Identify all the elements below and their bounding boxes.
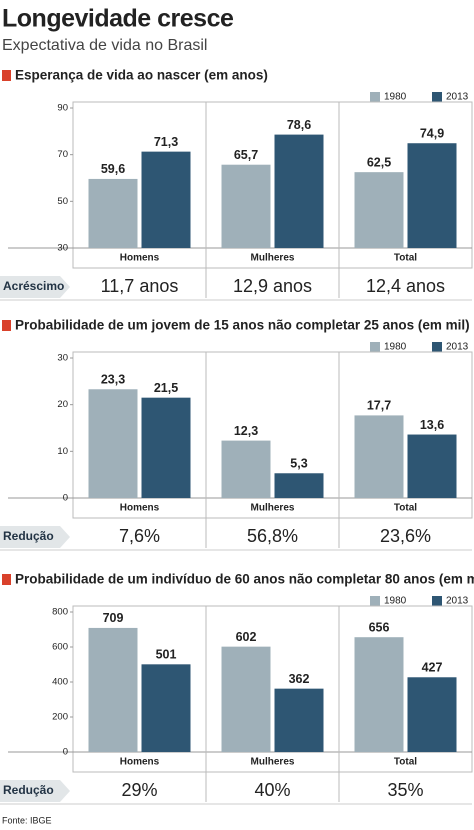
y-tick-label: 70: [57, 149, 68, 160]
y-tick-label: 50: [57, 196, 68, 207]
bar: [141, 151, 191, 248]
legend-label: 1980: [384, 342, 407, 353]
bar: [407, 143, 457, 248]
legend-label: 2013: [446, 342, 469, 353]
value-label: 65,7: [234, 148, 258, 162]
x-tick-label: Mulheres: [251, 757, 295, 768]
value-label: 427: [422, 661, 443, 675]
summary-value: 7,6%: [119, 526, 160, 546]
value-label: 602: [236, 630, 257, 644]
plot-frame: [72, 101, 473, 249]
bar: [274, 473, 324, 498]
legend-label: 2013: [446, 596, 469, 607]
bar: [141, 397, 191, 498]
summary-label: Redução: [3, 783, 54, 797]
y-tick-label: 20: [57, 399, 68, 410]
value-label: 12,3: [234, 424, 258, 438]
bar: [88, 389, 138, 498]
y-tick-label: 10: [57, 446, 68, 457]
value-label: 362: [289, 672, 310, 686]
x-tick-label: Total: [394, 757, 417, 768]
bar: [221, 646, 271, 752]
bar: [274, 134, 324, 248]
subtitle: Expectativa de vida no Brasil: [2, 37, 207, 54]
y-tick-label: 90: [57, 103, 68, 114]
plot-frame: [72, 351, 473, 499]
x-tick-label: Mulheres: [251, 503, 295, 514]
bar: [141, 664, 191, 752]
heading-marker: [2, 574, 11, 585]
value-label: 59,6: [101, 162, 125, 176]
x-tick-label: Homens: [120, 757, 160, 768]
bar: [221, 440, 271, 498]
chart-title: Probabilidade de um jovem de 15 anos não…: [15, 318, 470, 333]
legend-label: 2013: [446, 92, 469, 103]
y-tick-label: 0: [63, 747, 68, 758]
y-tick-label: 600: [52, 642, 68, 653]
bar: [407, 677, 457, 752]
y-tick-label: 30: [57, 353, 68, 364]
title: Longevidade cresce: [2, 5, 234, 33]
value-label: 17,7: [367, 399, 391, 413]
summary-value: 11,7 anos: [101, 276, 179, 296]
summary-tag: [0, 526, 70, 548]
bar: [407, 434, 457, 498]
y-tick-label: 30: [57, 243, 68, 254]
bar: [221, 164, 271, 248]
legend-label: 1980: [384, 92, 407, 103]
value-label: 5,3: [290, 457, 307, 471]
summary-value: 56,8%: [247, 526, 298, 546]
legend-swatch: [432, 342, 442, 352]
summary-tag: [0, 276, 70, 298]
plot-frame: [72, 605, 473, 753]
value-label: 13,6: [420, 418, 444, 432]
legend-label: 1980: [384, 596, 407, 607]
value-label: 501: [156, 648, 177, 662]
legend-swatch: [370, 342, 380, 352]
summary-label: Redução: [3, 529, 54, 543]
chart-title: Esperança de vida ao nascer (em anos): [15, 68, 268, 83]
summary-value: 29%: [121, 780, 157, 800]
source: Fonte: IBGE: [2, 815, 52, 825]
y-tick-label: 0: [63, 493, 68, 504]
x-tick-label: Total: [394, 503, 417, 514]
value-label: 74,9: [420, 127, 444, 141]
summary-value: 23,6%: [380, 526, 431, 546]
summary-label: Acréscimo: [3, 279, 64, 293]
summary-value: 40%: [254, 780, 290, 800]
legend-swatch: [432, 92, 442, 102]
summary-value: 12,9 anos: [233, 276, 312, 296]
summary-tag: [0, 780, 70, 802]
bar: [354, 172, 404, 248]
value-label: 21,5: [154, 381, 178, 395]
x-tick-label: Mulheres: [251, 253, 295, 264]
heading-marker: [2, 320, 11, 331]
y-tick-label: 200: [52, 712, 68, 723]
x-tick-label: Homens: [120, 503, 160, 514]
bar: [354, 415, 404, 498]
legend-swatch: [370, 596, 380, 606]
value-label: 656: [369, 620, 390, 634]
bar: [88, 627, 138, 752]
y-tick-label: 400: [52, 677, 68, 688]
x-tick-label: Homens: [120, 253, 160, 264]
value-label: 71,3: [154, 135, 178, 149]
bar: [274, 688, 324, 752]
heading-marker: [2, 70, 11, 81]
value-label: 709: [103, 611, 124, 625]
bar: [354, 637, 404, 752]
x-tick-label: Total: [394, 253, 417, 264]
y-tick-label: 800: [52, 607, 68, 618]
bar: [88, 178, 138, 248]
value-label: 23,3: [101, 373, 125, 387]
summary-value: 35%: [387, 780, 423, 800]
value-label: 78,6: [287, 118, 311, 132]
value-label: 62,5: [367, 155, 391, 169]
legend-swatch: [370, 92, 380, 102]
legend-swatch: [432, 596, 442, 606]
summary-value: 12,4 anos: [366, 276, 445, 296]
chart-title: Probabilidade de um indivíduo de 60 anos…: [15, 572, 474, 587]
